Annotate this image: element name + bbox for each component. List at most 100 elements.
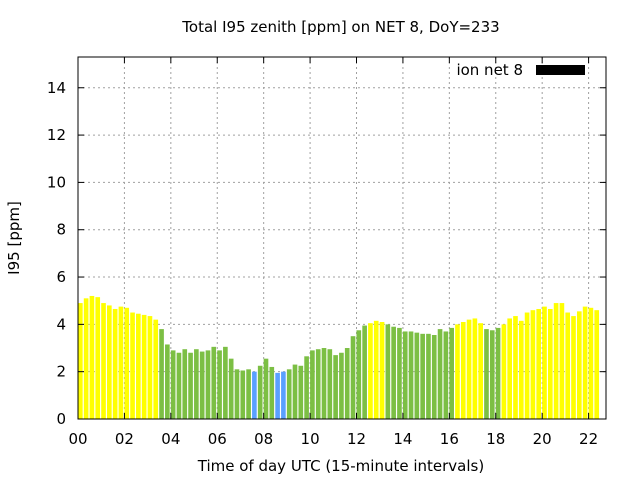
bar <box>234 369 240 419</box>
bar <box>553 303 559 419</box>
x-tick-label: 00 <box>68 430 87 448</box>
bar <box>304 356 309 419</box>
bar <box>223 346 228 419</box>
x-tick-label: 20 <box>533 430 552 448</box>
bar <box>588 307 594 419</box>
bar <box>385 324 391 419</box>
bar <box>501 324 507 419</box>
bar <box>571 316 576 419</box>
bar <box>536 308 542 419</box>
bar <box>547 308 553 419</box>
bar <box>472 318 478 419</box>
bar <box>489 330 495 419</box>
bars-layer <box>78 295 600 419</box>
bar <box>315 349 321 419</box>
x-tick-label: 16 <box>440 430 459 448</box>
bar <box>431 335 437 419</box>
bar <box>518 320 524 419</box>
legend-swatch <box>536 65 585 75</box>
bar <box>443 331 449 419</box>
y-tick-labels: 0 2 4 6 8 10 12 14 <box>47 79 66 428</box>
y-tick-label: 6 <box>56 268 66 286</box>
bar <box>141 314 147 419</box>
bar <box>211 346 217 419</box>
x-tick-label: 10 <box>301 430 320 448</box>
bar <box>182 349 188 419</box>
bar <box>449 327 454 419</box>
x-tick-label: 08 <box>254 430 273 448</box>
bar <box>402 331 408 419</box>
bar <box>217 350 222 419</box>
bar <box>205 350 211 419</box>
plot-frame <box>77 56 607 420</box>
bar <box>576 311 582 419</box>
bar <box>437 329 443 419</box>
bar <box>136 313 141 419</box>
bar <box>269 366 275 419</box>
y-tick-label: 10 <box>47 173 66 191</box>
bar <box>298 365 304 419</box>
bar <box>408 331 414 419</box>
bar <box>130 312 135 419</box>
bar <box>350 336 356 419</box>
y-tick-label: 12 <box>47 126 66 144</box>
x-tick-label: 22 <box>579 430 598 448</box>
bar <box>373 320 379 419</box>
bar <box>101 303 106 419</box>
bar <box>466 319 472 419</box>
x-tick-label: 02 <box>115 430 134 448</box>
bar <box>339 352 344 419</box>
bar <box>333 355 338 419</box>
bar <box>594 310 600 419</box>
bar <box>176 352 182 419</box>
bar <box>147 316 153 419</box>
chart-title: Total I95 zenith [ppm] on NET 8, DoY=233 <box>181 18 499 36</box>
y-tick-label: 8 <box>56 221 66 239</box>
bar <box>78 303 83 419</box>
bar <box>170 350 176 419</box>
y-tick-label: 0 <box>56 410 66 428</box>
bar <box>124 307 130 419</box>
bar <box>252 371 257 419</box>
bar <box>460 321 466 419</box>
y-axis-label: I95 [ppm] <box>5 201 23 275</box>
bar <box>194 349 199 419</box>
x-tick-label: 06 <box>208 430 227 448</box>
bar <box>344 348 350 419</box>
bar <box>228 358 234 419</box>
bar <box>507 318 513 419</box>
bar <box>542 306 547 419</box>
bar <box>391 326 396 419</box>
bar <box>530 310 536 419</box>
bar <box>286 369 292 419</box>
bar <box>83 298 89 419</box>
bar <box>420 333 425 419</box>
bar <box>281 371 286 419</box>
bar <box>379 321 385 419</box>
bar <box>95 297 101 419</box>
bar <box>513 316 518 419</box>
legend: ion net 8 <box>456 61 585 79</box>
bar <box>153 319 159 419</box>
bar <box>397 327 402 419</box>
x-tick-labels: 00 02 04 06 08 10 12 14 16 18 20 22 <box>68 430 598 448</box>
bar <box>455 324 460 419</box>
bar <box>582 306 588 419</box>
legend-label: ion net 8 <box>456 61 523 79</box>
bar <box>159 329 164 419</box>
bar <box>240 370 246 419</box>
x-tick-label: 14 <box>393 430 412 448</box>
bar <box>263 358 269 419</box>
y-tick-label: 4 <box>56 315 66 333</box>
bar <box>524 312 530 419</box>
bar <box>478 323 483 419</box>
bar <box>310 350 315 419</box>
bar <box>246 369 251 419</box>
y-tick-label: 14 <box>47 79 66 97</box>
bar <box>356 330 362 419</box>
bar <box>559 303 565 419</box>
bar <box>275 372 280 419</box>
bar <box>118 306 124 419</box>
bar <box>565 312 571 419</box>
